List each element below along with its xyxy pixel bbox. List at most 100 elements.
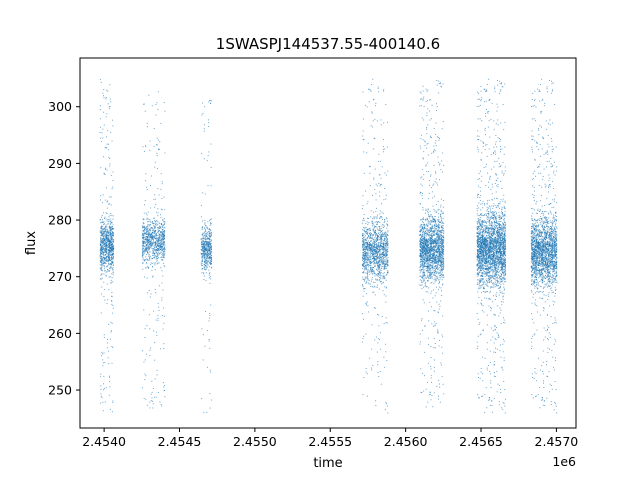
data-point (109, 218, 111, 220)
data-point (379, 217, 381, 219)
data-point (101, 232, 103, 234)
data-point (434, 142, 436, 144)
data-point (382, 281, 384, 283)
data-point (376, 249, 378, 251)
data-point (376, 245, 378, 247)
data-point (434, 220, 436, 222)
data-point (381, 280, 383, 282)
data-point (420, 391, 422, 393)
data-point (152, 275, 154, 277)
data-point (367, 264, 369, 266)
data-point (372, 126, 374, 128)
data-point (102, 239, 104, 241)
data-point (100, 373, 102, 375)
data-point (363, 255, 365, 257)
data-point (433, 359, 435, 361)
data-point (109, 234, 111, 236)
data-point (99, 118, 101, 120)
data-point (102, 251, 104, 253)
data-point (381, 263, 383, 265)
data-point (102, 261, 104, 263)
data-point (112, 125, 114, 127)
data-point (434, 257, 436, 259)
data-point (155, 255, 157, 257)
data-point (148, 224, 150, 226)
data-point (161, 235, 163, 237)
data-point (384, 243, 386, 245)
data-point (430, 272, 431, 274)
data-point (108, 242, 110, 244)
data-point (153, 254, 155, 256)
data-point (206, 252, 208, 254)
data-point (437, 219, 438, 221)
data-point (371, 369, 373, 371)
data-point (424, 325, 426, 327)
data-point (378, 265, 380, 267)
data-point (111, 238, 113, 240)
data-point (439, 237, 441, 239)
data-point (102, 128, 104, 130)
data-point (99, 256, 101, 258)
data-point (438, 137, 440, 139)
data-point (386, 253, 388, 255)
data-point (422, 281, 424, 283)
data-point (443, 249, 445, 251)
data-point (371, 261, 373, 263)
data-point (102, 238, 104, 240)
data-point (385, 301, 387, 303)
data-point (369, 242, 371, 244)
data-point (144, 246, 146, 248)
data-point (367, 233, 369, 235)
data-point (109, 240, 111, 242)
data-point (144, 249, 146, 251)
data-point (211, 240, 213, 242)
data-point (433, 219, 435, 221)
data-point (99, 219, 101, 221)
data-point (100, 258, 102, 260)
data-point (101, 234, 103, 236)
data-point (146, 236, 148, 238)
data-point (146, 249, 148, 251)
data-point (209, 246, 211, 248)
data-point (365, 247, 367, 249)
data-point (155, 230, 157, 232)
data-point (147, 228, 149, 230)
data-point (163, 232, 165, 234)
data-point (157, 250, 159, 252)
data-point (210, 103, 212, 105)
data-point (106, 240, 108, 242)
data-point (365, 230, 367, 232)
data-point (201, 254, 203, 256)
data-point (144, 228, 146, 230)
data-point (145, 247, 147, 249)
data-point (441, 260, 443, 262)
data-point (364, 245, 366, 247)
data-point (363, 248, 365, 250)
data-point (208, 248, 210, 250)
data-point (367, 229, 369, 231)
data-point (206, 160, 208, 162)
data-point (433, 266, 435, 268)
data-point (380, 268, 382, 270)
data-point (439, 271, 441, 273)
data-point (146, 233, 148, 235)
data-point (374, 188, 376, 190)
data-point (103, 334, 105, 336)
data-point (154, 262, 156, 264)
data-point (426, 261, 428, 263)
data-point (377, 257, 379, 259)
data-point (208, 241, 210, 243)
data-point (107, 239, 109, 241)
data-point (434, 256, 436, 258)
data-point (361, 241, 363, 243)
data-point (380, 275, 382, 277)
data-point (102, 353, 104, 355)
data-point (162, 248, 164, 250)
data-point (154, 194, 156, 196)
data-point (108, 238, 110, 240)
data-point (101, 270, 103, 272)
data-point (370, 254, 371, 256)
data-point (437, 252, 439, 254)
data-point (151, 244, 153, 246)
data-point (434, 247, 436, 249)
